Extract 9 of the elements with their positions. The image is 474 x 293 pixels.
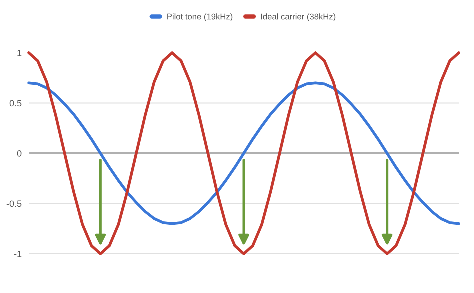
y-tick-label: 0.5 [10,100,22,107]
legend-label: Pilot tone (19kHz) [168,14,233,22]
y-tick-label: -0.5 [6,200,22,208]
y-tick-label: 0 [17,150,22,157]
legend-label: Ideal carrier (38kHz) [261,14,336,22]
y-tick-label: 1 [18,50,22,56]
line-series [28,52,460,256]
line-series [28,82,460,226]
y-tick-label: -1 [14,251,22,258]
